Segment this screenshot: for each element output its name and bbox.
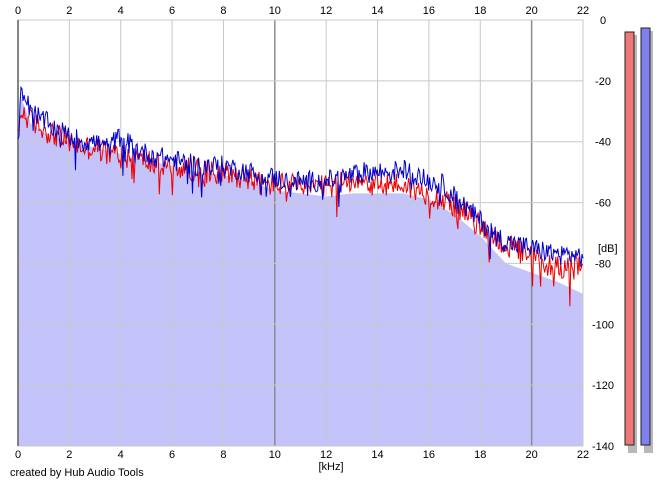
x-tick-label-top: 4 xyxy=(118,5,124,17)
x-tick-label-bottom: 2 xyxy=(66,449,72,461)
y-tick-label: -100 xyxy=(592,319,614,331)
y-tick-label: -140 xyxy=(592,441,614,453)
series-layer xyxy=(17,85,584,307)
x-tick-label-bottom: 22 xyxy=(577,449,589,461)
x-tick-label-top: 14 xyxy=(371,5,383,17)
x-tick-label-top: 8 xyxy=(220,5,226,17)
series-line-red xyxy=(17,107,584,307)
x-tick-label-bottom: 12 xyxy=(320,449,332,461)
x-tick-label-top: 16 xyxy=(423,5,435,17)
x-tick-label-bottom: 16 xyxy=(423,449,435,461)
x-tick-label-top: 20 xyxy=(526,5,538,17)
x-tick-label-top: 6 xyxy=(169,5,175,17)
level-meters xyxy=(624,27,653,453)
x-tick-label-bottom: 18 xyxy=(474,449,486,461)
credit-text: created by Hub Audio Tools xyxy=(10,467,144,479)
x-tick-label-bottom: 10 xyxy=(269,449,281,461)
y-axis-label: [dB] xyxy=(598,243,618,255)
level-meter-right xyxy=(640,27,651,446)
y-tick-label: -40 xyxy=(595,137,611,149)
level-meter-left xyxy=(624,31,635,446)
x-axis-label: [kHz] xyxy=(318,461,343,473)
series-line-blue xyxy=(17,85,584,268)
x-tick-label-top: 2 xyxy=(66,5,72,17)
x-tick-label-bottom: 14 xyxy=(371,449,383,461)
x-tick-label-top: 0 xyxy=(15,5,21,17)
y-tick-label: -60 xyxy=(595,198,611,210)
x-tick-label-top: 12 xyxy=(320,5,332,17)
y-tick-label: 0 xyxy=(600,15,606,27)
y-tick-label: -20 xyxy=(595,76,611,88)
x-tick-label-top: 10 xyxy=(269,5,281,17)
x-tick-label-bottom: 20 xyxy=(526,449,538,461)
axis-layer: 002244668810101212141416161818202022220-… xyxy=(15,5,614,461)
x-tick-label-bottom: 8 xyxy=(220,449,226,461)
y-tick-label: -80 xyxy=(595,258,611,270)
x-tick-label-top: 18 xyxy=(474,5,486,17)
x-tick-label-top: 22 xyxy=(577,5,589,17)
x-tick-label-bottom: 4 xyxy=(118,449,124,461)
x-tick-label-bottom: 6 xyxy=(169,449,175,461)
x-tick-label-bottom: 0 xyxy=(15,449,21,461)
y-tick-label: -120 xyxy=(592,380,614,392)
